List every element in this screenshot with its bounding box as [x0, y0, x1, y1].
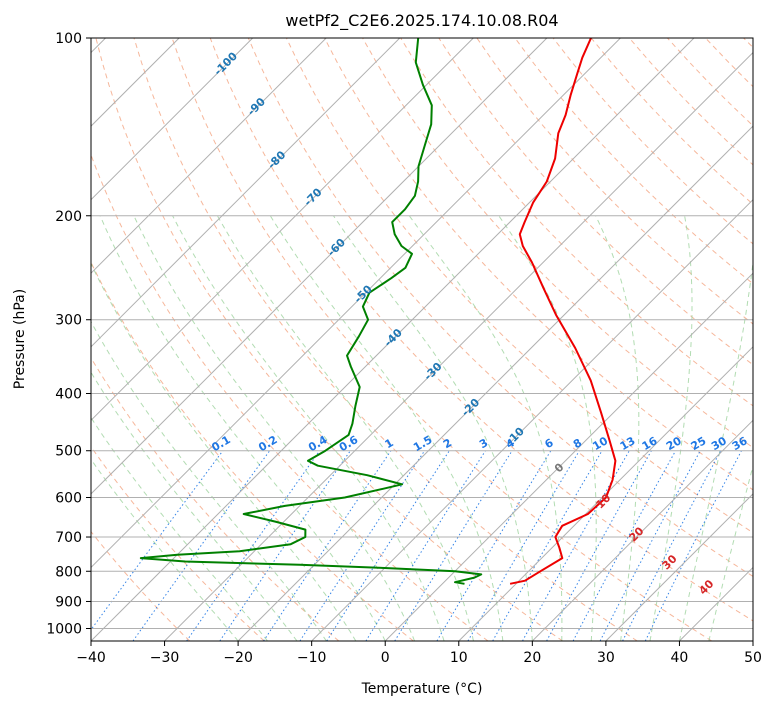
y-tick-label: 500: [55, 444, 82, 460]
mixing-ratio-lines: [91, 450, 742, 641]
moist-adiabat-line: [649, 215, 693, 641]
isobar-gridlines: [91, 38, 753, 629]
dry-adiabat-line: [514, 38, 753, 285]
dry-adiabat-line: [91, 153, 489, 641]
x-tick-label: 30: [597, 650, 615, 666]
isotherm-line: [458, 346, 753, 641]
isotherm-line: [237, 125, 753, 641]
mixing-ratio-line: [522, 450, 630, 641]
moist-adiabat-line: [91, 371, 298, 641]
mixing-ratio-line: [91, 450, 224, 631]
x-axis-ticks: −40 −30 −20 −10 0 10 20 30 40 50: [76, 641, 762, 666]
moist-adiabat-line: [91, 416, 268, 641]
moist-adiabat-line: [216, 215, 474, 641]
isotherm-line: [91, 38, 401, 348]
dry-adiabat-line: [400, 38, 753, 407]
isotherm-line: [164, 51, 753, 641]
moist-adiabat-line: [91, 320, 327, 641]
plot-frame: [90, 37, 754, 642]
y-tick-label: 900: [55, 594, 82, 610]
x-axis-label: Temperature (°C): [361, 681, 483, 697]
isotherm-gridlines: [91, 38, 753, 641]
isotherm-line: [91, 38, 548, 495]
x-tick-label: 10: [450, 650, 468, 666]
mixing-ratio-line: [365, 450, 486, 641]
moist-adiabat-line: [333, 215, 533, 641]
moist-adiabat-line: [133, 215, 416, 641]
y-axis-label: Pressure (hPa): [12, 289, 28, 389]
temperature-profile-line: [509, 38, 617, 585]
mixing-ratio-line: [546, 450, 652, 641]
mixing-ratio-line: [622, 450, 722, 641]
isotherm-line: [311, 198, 753, 641]
dry-adiabat-line: [91, 445, 265, 641]
y-tick-label: 600: [55, 490, 82, 506]
isotherm-line: [531, 419, 753, 641]
mixing-ratio-line: [394, 450, 513, 641]
x-tick-label: 50: [744, 650, 762, 666]
isotherm-line: [91, 38, 474, 422]
x-tick-label: 40: [671, 650, 689, 666]
mixing-ratio-line: [219, 450, 351, 641]
moist-adiabat-line: [595, 215, 640, 641]
moist-adiabat-line: [678, 258, 753, 641]
moist-adiabat-line: [269, 215, 504, 641]
x-tick-label: −10: [297, 650, 327, 666]
dry-adiabat-line: [438, 38, 753, 366]
isotherm-line: [384, 272, 753, 641]
moist-adiabat-line: [91, 262, 357, 641]
dry-adiabat-lines: [91, 38, 753, 641]
y-tick-label: 800: [55, 564, 82, 580]
y-tick-label: 400: [55, 387, 82, 403]
dry-adiabat-line: [133, 38, 638, 641]
moist-adiabat-line: [172, 215, 445, 641]
moist-adiabat-line: [708, 464, 753, 641]
moist-adiabat-lines: [91, 215, 753, 641]
dry-adiabat-line: [247, 38, 753, 577]
y-axis-ticks: 100 200 300 400 500 600 700 800 900 1000: [46, 31, 91, 637]
y-tick-label: 200: [55, 209, 82, 225]
isotherm-line: [91, 38, 327, 274]
profile-series: [139, 38, 617, 585]
x-tick-label: −20: [223, 650, 253, 666]
moist-adiabat-line: [408, 215, 563, 641]
moist-adiabat-line: [498, 215, 597, 641]
isotherm-line: [91, 38, 254, 201]
mixing-ratio-line: [299, 450, 426, 641]
dry-adiabat-line: [95, 38, 563, 641]
isotherm-line: [91, 38, 695, 641]
x-tick-label: −40: [76, 650, 106, 666]
moist-adiabat-line: [91, 458, 239, 641]
x-tick-label: −30: [150, 650, 180, 666]
isotherm-line: [91, 38, 621, 569]
y-tick-label: 100: [55, 31, 82, 47]
mixing-ratio-line: [186, 450, 321, 641]
chart-title: wetPf2_C2E6.2025.174.10.08.R04: [285, 11, 558, 31]
dry-adiabat-line: [171, 38, 713, 641]
plot-area: -100-90-80-70-60-50-40-30-20-100.1 0.2 0.4…: [91, 38, 753, 641]
dry-adiabat-line: [91, 356, 340, 641]
dry-adiabat-line: [91, 530, 191, 641]
x-tick-label: 20: [523, 650, 541, 666]
mixing-ratio-line: [644, 450, 742, 641]
mixing-ratio-line: [326, 450, 450, 641]
y-tick-label: 700: [55, 530, 82, 546]
x-tick-label: 0: [381, 650, 390, 666]
y-tick-label: 300: [55, 313, 82, 329]
y-tick-label: 1000: [46, 621, 82, 637]
dewpoint-profile-line: [139, 38, 483, 585]
isotherm-line: [605, 493, 753, 641]
dry-adiabat-line: [209, 38, 753, 622]
